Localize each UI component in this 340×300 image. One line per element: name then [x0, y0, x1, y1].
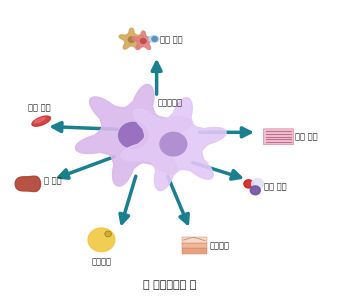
FancyBboxPatch shape — [182, 248, 207, 254]
Circle shape — [140, 39, 146, 44]
Polygon shape — [119, 28, 144, 49]
Ellipse shape — [34, 118, 45, 123]
Text: 근육 조직: 근육 조직 — [28, 103, 50, 112]
Text: 간 조직: 간 조직 — [44, 176, 62, 185]
Text: 심장 조직: 심장 조직 — [295, 132, 318, 141]
Circle shape — [160, 132, 187, 156]
Circle shape — [129, 37, 135, 42]
Polygon shape — [75, 85, 191, 186]
Ellipse shape — [149, 36, 159, 42]
Text: 조혁모세포: 조혁모세포 — [157, 98, 183, 107]
Circle shape — [105, 231, 112, 237]
Circle shape — [152, 37, 157, 41]
Circle shape — [119, 122, 148, 148]
Ellipse shape — [244, 180, 253, 188]
FancyBboxPatch shape — [182, 243, 207, 248]
FancyBboxPatch shape — [263, 129, 294, 145]
Circle shape — [88, 228, 115, 252]
Text: 【 조혈모세포 】: 【 조혈모세포 】 — [143, 280, 197, 290]
Text: 신경 조직: 신경 조직 — [160, 35, 183, 44]
Ellipse shape — [252, 178, 264, 189]
FancyBboxPatch shape — [182, 237, 207, 243]
Text: 상피세포: 상피세포 — [209, 241, 230, 250]
Polygon shape — [121, 98, 226, 190]
Ellipse shape — [32, 116, 51, 126]
Text: 혁구 세포: 혁구 세포 — [264, 182, 287, 191]
Polygon shape — [15, 176, 40, 191]
Text: 지방세포: 지방세포 — [91, 257, 112, 266]
Ellipse shape — [250, 186, 260, 195]
Polygon shape — [132, 31, 154, 50]
